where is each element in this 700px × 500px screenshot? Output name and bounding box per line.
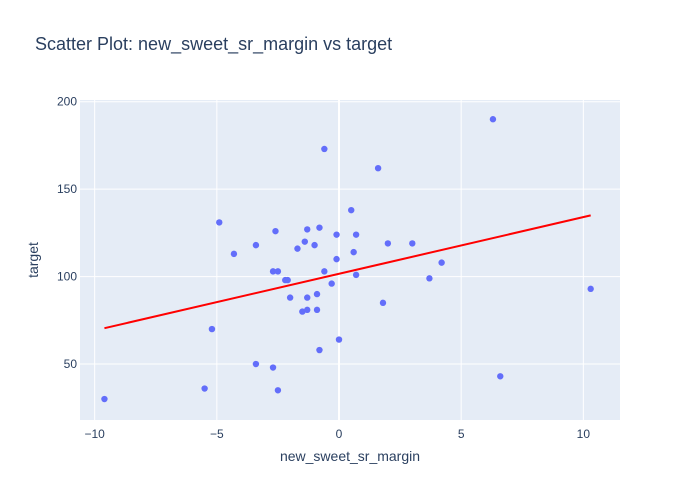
data-point [252, 241, 260, 249]
data-point [304, 294, 311, 301]
data-point [284, 276, 291, 284]
chart-title: Scatter Plot: new_sweet_sr_margin vs tar… [35, 34, 392, 55]
y-tick-label: 100 [57, 270, 77, 284]
data-point [426, 275, 433, 282]
data-point [333, 231, 340, 238]
trendline [104, 214, 591, 330]
data-point [328, 280, 335, 287]
data-point [409, 240, 416, 247]
data-point [489, 116, 497, 123]
data-point [269, 268, 277, 275]
data-points [101, 116, 594, 403]
data-point [252, 360, 260, 368]
data-point [304, 226, 311, 233]
trendline-group [104, 214, 591, 330]
plot-area [80, 100, 620, 420]
data-point [294, 245, 301, 252]
data-point [272, 227, 279, 235]
data-point [301, 238, 308, 245]
data-point [201, 385, 208, 392]
x-tick-label: 10 [577, 427, 591, 441]
data-point [333, 255, 340, 263]
y-axis-label: target [25, 242, 41, 278]
data-point [497, 373, 504, 380]
data-point [348, 206, 355, 214]
data-point [352, 271, 360, 279]
data-point [269, 364, 277, 371]
x-tick-label: −10 [84, 427, 105, 441]
x-tick-label: 5 [458, 427, 465, 441]
data-point [587, 285, 594, 293]
data-point [230, 250, 238, 258]
y-tick-label: 150 [57, 182, 77, 196]
data-point [352, 231, 360, 238]
y-tick-label: 200 [57, 95, 77, 109]
data-point [374, 164, 382, 172]
data-point [316, 224, 323, 231]
data-point [316, 346, 323, 354]
x-tick-label: 0 [336, 427, 343, 441]
data-point [321, 268, 328, 275]
x-axis-ticks: −10 −5 0 5 10 [84, 427, 590, 441]
data-point [384, 240, 392, 247]
data-point [311, 241, 318, 249]
y-axis-ticks: 50 100 150 200 [57, 95, 77, 371]
data-point [208, 325, 216, 333]
x-tick-label: −5 [210, 427, 224, 441]
data-point [313, 290, 321, 298]
data-point [101, 395, 108, 403]
data-point [274, 387, 282, 394]
data-point [335, 336, 343, 343]
data-point [274, 268, 282, 275]
data-point [438, 259, 445, 266]
data-point [286, 294, 294, 301]
x-axis-label: new_sweet_sr_margin [280, 448, 420, 464]
data-point [321, 145, 328, 153]
data-point [299, 308, 306, 315]
y-tick-label: 50 [64, 357, 78, 371]
data-point [216, 219, 223, 226]
data-point [350, 248, 357, 256]
data-point [313, 306, 321, 314]
data-point [304, 306, 311, 314]
data-point [379, 299, 387, 307]
